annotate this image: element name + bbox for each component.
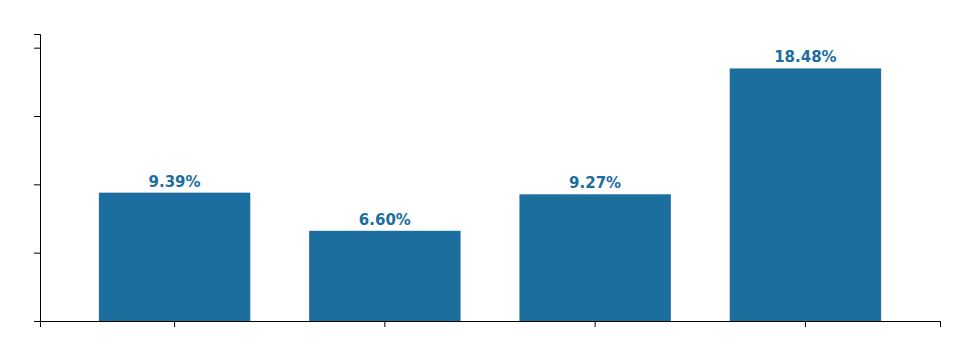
x-axis-line — [41, 322, 941, 328]
data-label: 18.48% — [774, 48, 836, 66]
bars — [99, 68, 881, 321]
y-tick-mark — [34, 184, 40, 185]
bar — [519, 194, 670, 321]
chart: 9.39% 6.60% 9.27% 18.48% — [0, 0, 960, 345]
bar — [730, 68, 881, 321]
data-label: 9.27% — [569, 174, 621, 192]
y-tick-mark — [34, 253, 40, 254]
x-axis — [41, 321, 941, 327]
x-tick — [805, 321, 806, 327]
x-tick-mark — [384, 321, 385, 327]
bar — [99, 193, 250, 321]
y-tick-mark — [34, 321, 40, 322]
y-tick-mark — [34, 116, 40, 117]
y-tick-mark — [34, 48, 40, 49]
y-tick — [34, 48, 40, 49]
data-labels: 9.39% 6.60% 9.27% 18.48% — [149, 48, 837, 228]
data-label: 6.60% — [359, 211, 411, 229]
y-axis — [34, 35, 41, 322]
x-tick-mark — [805, 321, 806, 327]
x-tick — [384, 321, 385, 327]
y-tick — [34, 184, 40, 185]
x-tick-mark — [174, 321, 175, 327]
y-tick — [34, 253, 40, 254]
y-tick — [34, 116, 40, 117]
x-tick — [595, 321, 596, 327]
bar — [309, 231, 460, 321]
y-axis-line — [34, 35, 41, 322]
x-tick-mark — [595, 321, 596, 327]
plot: 9.39% 6.60% 9.27% 18.48% — [34, 35, 941, 328]
data-label: 9.39% — [149, 173, 201, 191]
x-tick — [174, 321, 175, 327]
y-tick — [34, 321, 40, 322]
